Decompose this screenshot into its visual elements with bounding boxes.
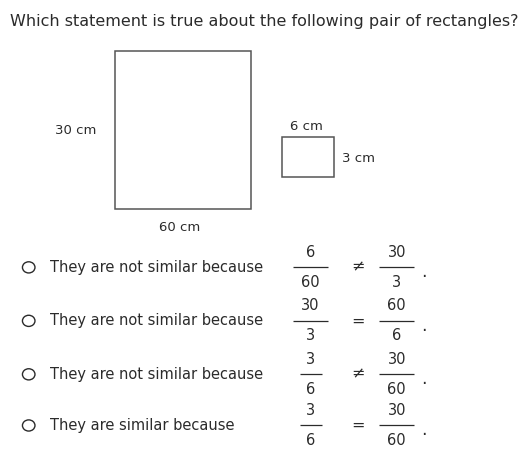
Text: =: = [351,313,364,328]
Text: They are not similar because: They are not similar because [50,260,267,275]
Text: 6: 6 [306,382,315,397]
Text: 3: 3 [306,352,315,367]
Text: 3: 3 [392,275,401,290]
Text: 6: 6 [306,433,315,448]
Text: 3 cm: 3 cm [342,152,375,165]
Text: .: . [421,317,426,334]
Text: They are similar because: They are similar because [50,418,239,433]
Text: 30: 30 [387,245,406,260]
Text: 3: 3 [306,403,315,418]
Text: They are not similar because: They are not similar because [50,313,267,328]
Text: =: = [351,418,364,433]
Text: ≠: ≠ [351,260,364,275]
Text: 3: 3 [306,328,315,343]
Text: 60: 60 [387,433,406,448]
Text: 6 cm: 6 cm [290,120,323,133]
Text: 6: 6 [306,245,315,260]
Text: 60: 60 [301,275,320,290]
Text: 60: 60 [387,382,406,397]
Text: .: . [421,263,426,281]
Text: 30: 30 [387,352,406,367]
Text: 30: 30 [387,403,406,418]
Text: ≠: ≠ [351,367,364,382]
Text: Which statement is true about the following pair of rectangles?: Which statement is true about the follow… [10,14,519,29]
Text: .: . [421,421,426,439]
Text: 60 cm: 60 cm [159,221,201,234]
Text: 60: 60 [387,299,406,313]
Bar [282,137,334,177]
Bar [115,51,251,209]
Text: 30 cm: 30 cm [55,124,97,137]
Text: They are not similar because: They are not similar because [50,367,267,382]
Text: 6: 6 [392,328,401,343]
Text: .: . [421,370,426,388]
Text: 30: 30 [301,299,320,313]
